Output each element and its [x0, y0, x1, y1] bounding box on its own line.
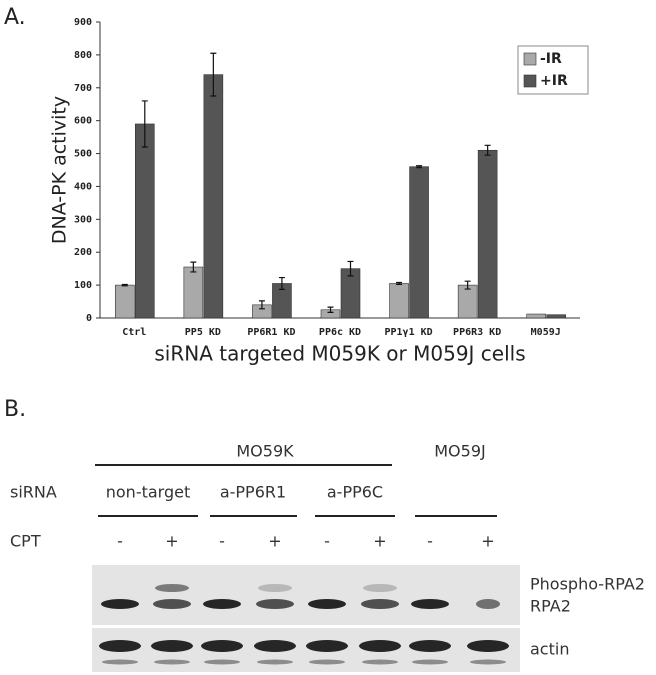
- phospho-band: [258, 584, 292, 592]
- actin-lower: [309, 659, 345, 665]
- band-label: actin: [530, 640, 569, 659]
- row-label: siRNA: [10, 483, 57, 502]
- bar: [457, 284, 478, 319]
- blot-panel: [92, 565, 520, 625]
- row-label: CPT: [10, 532, 41, 551]
- error-bar: [210, 52, 217, 97]
- phospho-band: [363, 584, 397, 592]
- bar: [526, 313, 547, 319]
- error-bar: [327, 306, 334, 314]
- error-bar: [121, 283, 128, 287]
- band-label: RPA2: [530, 597, 571, 616]
- error-bar: [464, 280, 471, 290]
- cpt-sign: +: [268, 532, 281, 551]
- rpa2-band: [203, 599, 241, 609]
- panel-label: A.: [4, 5, 26, 30]
- bar: [389, 283, 409, 319]
- actin-band: [359, 640, 401, 652]
- x-tick-label: PP6R1 KD: [247, 327, 295, 338]
- cpt-sign: -: [219, 532, 225, 551]
- y-tick-label: 600: [74, 116, 92, 127]
- actin-band: [409, 640, 451, 652]
- cpt-sign: +: [373, 532, 386, 551]
- rpa2-band: [476, 599, 500, 609]
- group-label: MO59K: [236, 442, 294, 461]
- panel-label: B.: [4, 397, 26, 422]
- actin-lower: [470, 659, 506, 665]
- bar: [134, 123, 155, 319]
- rpa2-band: [153, 599, 191, 609]
- actin-lower: [102, 659, 138, 665]
- x-tick-label: M059J: [531, 327, 561, 338]
- error-bar: [141, 100, 148, 148]
- error-bar: [484, 144, 491, 156]
- cpt-sign: +: [481, 532, 494, 551]
- band-label: Phospho-RPA2: [530, 575, 645, 594]
- actin-band: [201, 640, 243, 652]
- actin-band: [254, 640, 296, 652]
- y-tick-label: 900: [74, 17, 92, 28]
- actin-lower: [362, 659, 398, 665]
- cpt-sign: -: [324, 532, 330, 551]
- y-axis-label: DNA-PK activity: [49, 96, 71, 244]
- legend-label: -IR: [540, 51, 562, 67]
- y-tick-label: 100: [74, 280, 92, 291]
- sirna-label: a-PP6R1: [220, 483, 286, 502]
- blot-panel: [92, 628, 520, 672]
- sirna-label: non-target: [106, 483, 191, 502]
- x-axis-label: siRNA targeted M059K or M059J cells: [154, 342, 525, 366]
- y-tick-label: 800: [74, 50, 92, 61]
- actin-band: [151, 640, 193, 652]
- rpa2-band: [256, 599, 294, 609]
- bands: [99, 584, 509, 665]
- cpt-sign: +: [165, 532, 178, 551]
- sirna-label: a-PP6C: [327, 483, 383, 502]
- x-tick-label: PP1γ1 KD: [384, 327, 432, 338]
- error-bar: [396, 281, 403, 286]
- legend-swatch: [523, 74, 537, 88]
- bar: [183, 266, 204, 319]
- y-tick-label: 400: [74, 181, 92, 192]
- actin-lower: [257, 659, 293, 665]
- bar: [477, 149, 498, 319]
- actin-band: [99, 640, 141, 652]
- rpa2-band: [308, 599, 346, 609]
- cpt-sign: -: [117, 532, 123, 551]
- group-label: MO59J: [434, 442, 485, 461]
- bar: [203, 74, 224, 319]
- y-tick-label: 300: [74, 214, 92, 225]
- x-tick-label: PP6c KD: [319, 327, 361, 338]
- phospho-band: [155, 584, 189, 592]
- x-tick-label: Ctrl: [122, 327, 146, 338]
- rpa2-band: [411, 599, 449, 609]
- actin-band: [467, 640, 509, 652]
- error-bar: [258, 300, 265, 310]
- actin-lower: [412, 659, 448, 665]
- rpa2-band: [101, 599, 139, 609]
- y-tick-label: 0: [86, 313, 92, 324]
- error-bar: [416, 165, 423, 169]
- bar: [409, 166, 429, 319]
- legend-label: +IR: [540, 73, 568, 89]
- x-tick-label: PP5 KD: [185, 327, 221, 338]
- actin-lower: [154, 659, 190, 665]
- y-tick-label: 700: [74, 83, 92, 94]
- x-tick-label: PP6R3 KD: [453, 327, 501, 338]
- rpa2-band: [361, 599, 399, 609]
- error-bar: [278, 276, 285, 290]
- y-tick-label: 500: [74, 149, 92, 160]
- error-bar: [347, 260, 354, 277]
- actin-band: [306, 640, 348, 652]
- y-tick-label: 200: [74, 247, 92, 258]
- cpt-sign: -: [427, 532, 433, 551]
- bar: [114, 284, 135, 319]
- bar: [546, 314, 567, 319]
- actin-lower: [204, 659, 240, 665]
- legend-swatch: [523, 52, 537, 66]
- error-bar: [190, 261, 197, 273]
